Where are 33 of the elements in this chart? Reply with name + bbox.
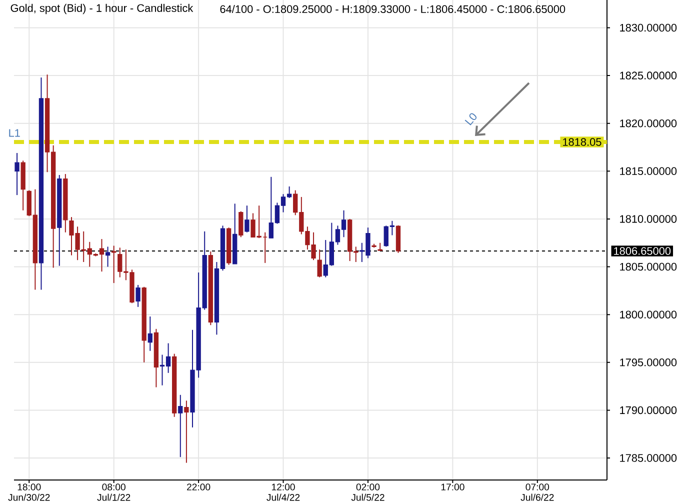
candlestick: [148, 316, 152, 352]
x-tick-label: 18:00 Jun/30/22: [8, 484, 50, 501]
y-tick-label: 1825.00000: [620, 72, 677, 80]
x-tick-label: 07:00 Jul/6/22: [520, 484, 554, 501]
x-tick-label: 22:00: [187, 484, 210, 490]
y-tick-label: 1785.00000: [620, 454, 677, 462]
annotation: L0: [464, 113, 477, 126]
x-tick-label: 02:00 Jul/5/22: [351, 484, 384, 501]
candlestick: [184, 400, 189, 464]
candlestick: [14, 152, 20, 196]
x-tick-label: 08:00 Jul/1/22: [97, 484, 130, 501]
y-tick-label: 1820.00000: [620, 119, 677, 128]
candlestick: [317, 249, 322, 278]
y-tick-label: 1810.00000: [620, 215, 677, 223]
y-tick-label: 1830.00000: [620, 24, 677, 32]
y-tick-label: 1790.00000: [620, 406, 677, 414]
ref-line-label: 1818.05: [563, 138, 602, 146]
candlestick: [136, 284, 140, 308]
candlestick: [238, 210, 244, 238]
ref-line-label: 1806.65000: [614, 247, 671, 255]
y-tick-label: 1815.00000: [620, 167, 677, 176]
y-tick-label: 1800.00000: [620, 310, 677, 318]
x-tick-label: 12:00 Jul/4/22: [266, 484, 300, 501]
chart-title: Gold, spot (Bid) - 1 hour - Candlestick: [10, 4, 194, 14]
candlestick: [112, 245, 116, 284]
candlestick: [178, 394, 183, 458]
candlestick: [244, 205, 250, 233]
chart-subtitle: 64/100 - O:1809.25000 - H:1809.33000 - L:1806.45000 - C:1806.65000: [220, 4, 566, 14]
x-tick-label: 17:00: [441, 484, 464, 490]
candlestick: [105, 246, 110, 268]
y-tick-label: 1805.00000: [620, 262, 677, 271]
annotation: L1: [9, 129, 20, 137]
y-tick-label: 1795.00000: [620, 358, 677, 366]
